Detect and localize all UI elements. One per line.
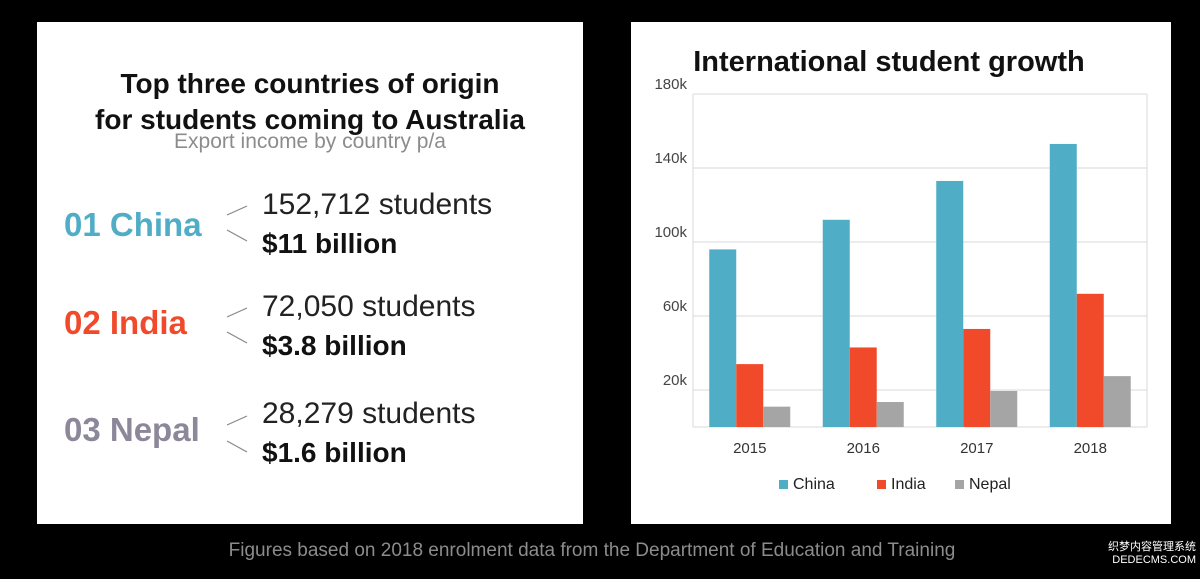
chart-title: International student growth: [693, 46, 1085, 78]
summary-title-line1: Top three countries of origin: [120, 68, 500, 99]
legend-label-india: India: [891, 476, 926, 493]
x-tick-label: 2015: [733, 440, 766, 457]
footnote: Figures based on 2018 enrolment data fro…: [228, 540, 956, 561]
bar-india-2016: [849, 347, 877, 427]
legend-swatch-china: [779, 480, 788, 489]
students-count-china: 152,712 students: [262, 188, 493, 221]
legend-label-nepal: Nepal: [969, 476, 1011, 493]
summary-title: Top three countries of origin for studen…: [37, 66, 583, 138]
bar-india-2015: [736, 364, 764, 427]
x-tick-label: 2017: [960, 440, 993, 457]
x-tick-label: 2016: [847, 440, 880, 457]
bar-india-2018: [1076, 293, 1104, 427]
watermark-line2: DEDECMS.COM: [1112, 554, 1196, 566]
country-name-india: 02 India: [64, 304, 187, 341]
summary-title-line2: for students coming to Australia: [95, 104, 525, 135]
watermark-line1: 织梦内容管理系统: [1108, 541, 1196, 553]
country-row-nepal: 03 Nepal 28,279 students $1.6 billion: [37, 389, 583, 469]
y-tick-label: 180k: [654, 76, 687, 93]
legend-swatch-india: [877, 480, 886, 489]
students-count-india: 72,050 students: [262, 290, 476, 323]
x-tick-label: 2018: [1074, 440, 1107, 457]
grouped-bar-chart: 180k 140k 100k 60k 20k 2015 2016 2017 2018 China I…: [654, 76, 1148, 493]
connector-lines-china: [226, 205, 248, 242]
bar-nepal-2017: [990, 390, 1018, 427]
y-tick-label: 20k: [663, 372, 688, 389]
legend-swatch-nepal: [955, 480, 964, 489]
income-china: $11 billion: [262, 228, 398, 259]
legend-label-china: China: [793, 476, 835, 493]
connector-lines-india: [226, 307, 248, 344]
watermark-logo: 织梦内容管理系统 DEDECMS.COM: [1088, 541, 1196, 567]
country-summary-panel: Top three countries of origin for studen…: [37, 22, 583, 524]
bar-india-2017: [963, 328, 991, 427]
income-india: $3.8 billion: [262, 330, 407, 361]
bar-china-2017: [936, 180, 964, 427]
bar-china-2015: [709, 249, 737, 427]
bar-china-2018: [1049, 143, 1077, 427]
summary-subtitle: Export income by country p/a: [174, 130, 446, 153]
bar-nepal-2015: [763, 406, 791, 427]
bar-china-2016: [822, 219, 850, 427]
chart-panel: International student growth 180k 140k 100…: [631, 22, 1171, 524]
country-name-china: 01 China: [64, 206, 202, 243]
connector-lines-nepal: [226, 415, 248, 453]
students-count-nepal: 28,279 students: [262, 397, 476, 430]
country-row-india: 02 India 72,050 students $3.8 billion: [37, 284, 583, 364]
country-row-china: 01 China 152,712 students $11 billion: [37, 182, 583, 262]
income-nepal: $1.6 billion: [262, 437, 407, 468]
y-tick-label: 60k: [663, 298, 688, 315]
bar-nepal-2018: [1103, 376, 1131, 427]
y-tick-label: 140k: [654, 150, 687, 167]
bar-nepal-2016: [876, 402, 904, 427]
y-tick-label: 100k: [654, 224, 687, 241]
country-name-nepal: 03 Nepal: [64, 411, 200, 448]
